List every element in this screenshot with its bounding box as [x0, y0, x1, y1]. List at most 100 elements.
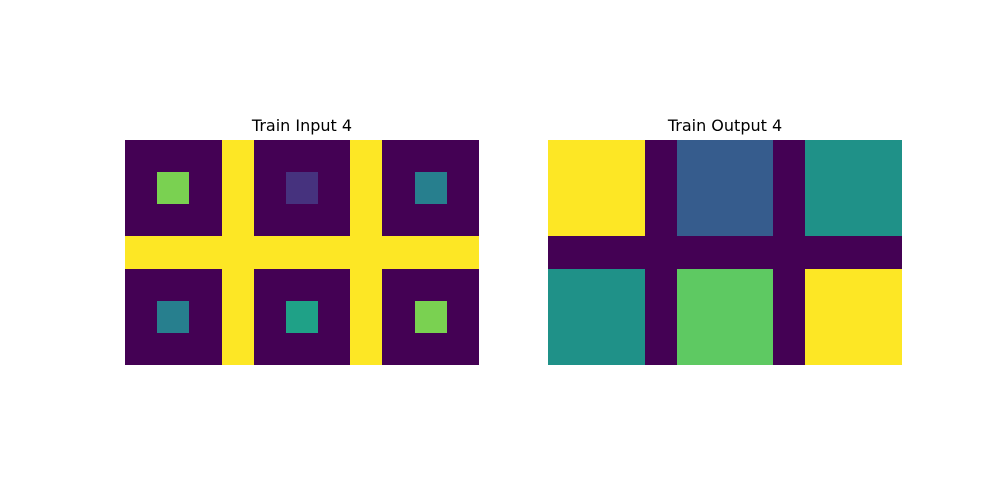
grid-cell — [446, 268, 479, 301]
grid-cell — [382, 300, 415, 333]
grid-cell — [125, 204, 158, 237]
grid-cell — [612, 236, 645, 269]
grid-cell — [285, 140, 319, 173]
grid-cell — [350, 140, 383, 173]
grid-cell — [741, 332, 774, 365]
grid-cell — [837, 140, 870, 173]
grid-cell — [869, 332, 902, 365]
grid-cell — [644, 300, 677, 333]
grid-cell — [708, 236, 742, 269]
grid-cell — [253, 204, 286, 237]
grid-cell — [446, 236, 479, 269]
grid-cell — [869, 204, 902, 237]
grid-cell — [414, 172, 447, 205]
grid-cell — [157, 140, 190, 173]
grid-cell — [253, 140, 286, 173]
grid-cell — [189, 172, 222, 205]
grid-cell — [285, 172, 319, 205]
grid-cell — [612, 332, 645, 365]
grid-cell — [253, 332, 286, 365]
grid-cell — [805, 268, 838, 301]
grid-cell — [221, 172, 254, 205]
grid-cell — [773, 300, 806, 333]
grid-cell — [221, 204, 254, 237]
grid-cell — [837, 236, 870, 269]
grid-cell — [253, 300, 286, 333]
grid-cell — [644, 172, 677, 205]
grid-cell — [741, 204, 774, 237]
grid-cell — [869, 236, 902, 269]
grid-cell — [157, 332, 190, 365]
grid-cell — [125, 140, 158, 173]
grid-cell — [253, 268, 286, 301]
grid-cell — [318, 332, 351, 365]
grid-cell — [157, 204, 190, 237]
grid-cell — [837, 172, 870, 205]
grid-cell — [580, 236, 613, 269]
grid-cell — [676, 204, 709, 237]
grid-cell — [318, 300, 351, 333]
grid-cell — [612, 204, 645, 237]
grid-cell — [414, 236, 447, 269]
grid-cell — [382, 172, 415, 205]
grid-cell — [773, 204, 806, 237]
grid-cell — [285, 236, 319, 269]
grid-cell — [869, 300, 902, 333]
grid-cell — [253, 172, 286, 205]
grid-cell — [189, 204, 222, 237]
grid-cell — [125, 300, 158, 333]
grid-cell — [837, 204, 870, 237]
grid-cell — [548, 140, 581, 173]
grid-cell — [805, 140, 838, 173]
grid-cell — [773, 140, 806, 173]
grid-cell — [414, 204, 447, 237]
grid-cell — [644, 236, 677, 269]
grid-cell — [253, 236, 286, 269]
grid-cell — [221, 300, 254, 333]
grid-cell — [414, 300, 447, 333]
grid-cell — [350, 300, 383, 333]
grid-cell — [350, 204, 383, 237]
grid-cell — [644, 268, 677, 301]
grid-cell — [221, 236, 254, 269]
grid-cell — [318, 140, 351, 173]
grid-cell — [189, 140, 222, 173]
grid-cell — [189, 236, 222, 269]
grid-cell — [446, 172, 479, 205]
grid-cell — [837, 300, 870, 333]
grid-cell — [869, 172, 902, 205]
grid-cell — [382, 236, 415, 269]
grid-cell — [676, 172, 709, 205]
grid-cell — [285, 268, 319, 301]
train-input-grid — [125, 140, 479, 365]
grid-cell — [548, 300, 581, 333]
grid-cell — [773, 236, 806, 269]
grid-cell — [157, 236, 190, 269]
grid-cell — [350, 332, 383, 365]
grid-cell — [773, 332, 806, 365]
grid-cell — [157, 268, 190, 301]
grid-cell — [157, 300, 190, 333]
grid-cell — [612, 172, 645, 205]
grid-cell — [318, 236, 351, 269]
grid-cell — [125, 268, 158, 301]
grid-cell — [414, 332, 447, 365]
grid-cell — [708, 204, 742, 237]
grid-cell — [548, 204, 581, 237]
grid-cell — [446, 140, 479, 173]
grid-cell — [676, 140, 709, 173]
grid-cell — [414, 268, 447, 301]
train-input-title: Train Input 4 — [251, 116, 353, 135]
grid-cell — [189, 332, 222, 365]
grid-cell — [189, 268, 222, 301]
grid-cell — [837, 332, 870, 365]
grid-cell — [382, 204, 415, 237]
grid-cell — [612, 300, 645, 333]
grid-cell — [676, 268, 709, 301]
grid-cell — [805, 332, 838, 365]
grid-cell — [676, 236, 709, 269]
grid-cell — [837, 268, 870, 301]
grid-cell — [548, 332, 581, 365]
grid-cell — [414, 140, 447, 173]
grid-cell — [580, 172, 613, 205]
